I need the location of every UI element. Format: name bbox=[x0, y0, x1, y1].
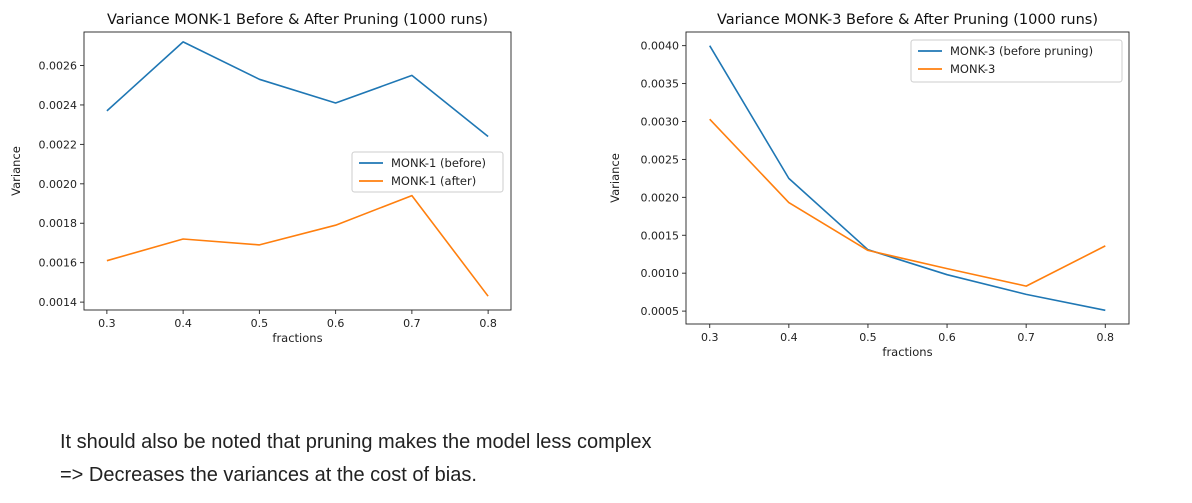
x-tick-label: 0.7 bbox=[403, 317, 421, 330]
chart-1: Variance MONK-1 Before & After Pruning (… bbox=[9, 12, 512, 345]
y-axis-label: Variance bbox=[608, 153, 622, 203]
y-axis-label: Variance bbox=[9, 146, 23, 196]
plot-frame bbox=[685, 31, 1130, 325]
x-axis-label: fractions bbox=[882, 345, 932, 359]
y-tick-label: 0.0015 bbox=[641, 229, 680, 242]
series-line-1 bbox=[106, 41, 489, 138]
x-tick-label: 0.6 bbox=[327, 317, 345, 330]
y-tick-label: 0.0020 bbox=[39, 178, 78, 191]
x-tick-label: 0.3 bbox=[701, 331, 719, 344]
series-line-2 bbox=[106, 194, 489, 297]
y-tick-label: 0.0016 bbox=[39, 257, 78, 270]
x-tick-label: 0.6 bbox=[938, 331, 956, 344]
y-tick-label: 0.0014 bbox=[39, 296, 78, 309]
charts-canvas: Variance MONK-1 Before & After Pruning (… bbox=[9, 12, 1130, 359]
y-tick-label: 0.0030 bbox=[641, 115, 680, 128]
x-tick-label: 0.4 bbox=[174, 317, 192, 330]
legend-label: MONK-1 (after) bbox=[391, 174, 476, 188]
series-line-2 bbox=[709, 118, 1106, 287]
legend-box bbox=[910, 39, 1123, 83]
y-tick-label: 0.0005 bbox=[641, 305, 680, 318]
y-tick-label: 0.0040 bbox=[641, 40, 680, 53]
plot-frame bbox=[83, 31, 512, 311]
y-tick-label: 0.0026 bbox=[39, 60, 78, 73]
y-tick-label: 0.0018 bbox=[39, 217, 78, 230]
y-tick-label: 0.0010 bbox=[641, 267, 680, 280]
y-tick-label: 0.0035 bbox=[641, 78, 680, 91]
x-tick-label: 0.5 bbox=[251, 317, 269, 330]
note-line-1: It should also be noted that pruning mak… bbox=[60, 431, 652, 453]
chart-title: Variance MONK-3 Before & After Pruning (… bbox=[717, 12, 1098, 28]
y-tick-label: 0.0025 bbox=[641, 153, 680, 166]
x-tick-label: 0.3 bbox=[98, 317, 116, 330]
y-tick-label: 0.0020 bbox=[641, 191, 680, 204]
chart-2: Variance MONK-3 Before & After Pruning (… bbox=[608, 12, 1130, 359]
note-line-2: => Decreases the variances at the cost o… bbox=[60, 464, 477, 486]
x-tick-label: 0.8 bbox=[479, 317, 497, 330]
x-tick-label: 0.5 bbox=[859, 331, 877, 344]
y-tick-label: 0.0022 bbox=[39, 138, 78, 151]
x-tick-label: 0.8 bbox=[1097, 331, 1115, 344]
legend-label: MONK-3 (before pruning) bbox=[950, 44, 1093, 58]
series-line-1 bbox=[709, 45, 1106, 312]
x-axis-label: fractions bbox=[272, 331, 322, 345]
y-tick-label: 0.0024 bbox=[39, 99, 78, 112]
chart-title: Variance MONK-1 Before & After Pruning (… bbox=[107, 12, 488, 28]
legend-label: MONK-1 (before) bbox=[391, 156, 486, 170]
legend-box bbox=[351, 151, 504, 193]
legend-label: MONK-3 bbox=[950, 62, 995, 76]
x-tick-label: 0.7 bbox=[1017, 331, 1035, 344]
x-tick-label: 0.4 bbox=[780, 331, 798, 344]
